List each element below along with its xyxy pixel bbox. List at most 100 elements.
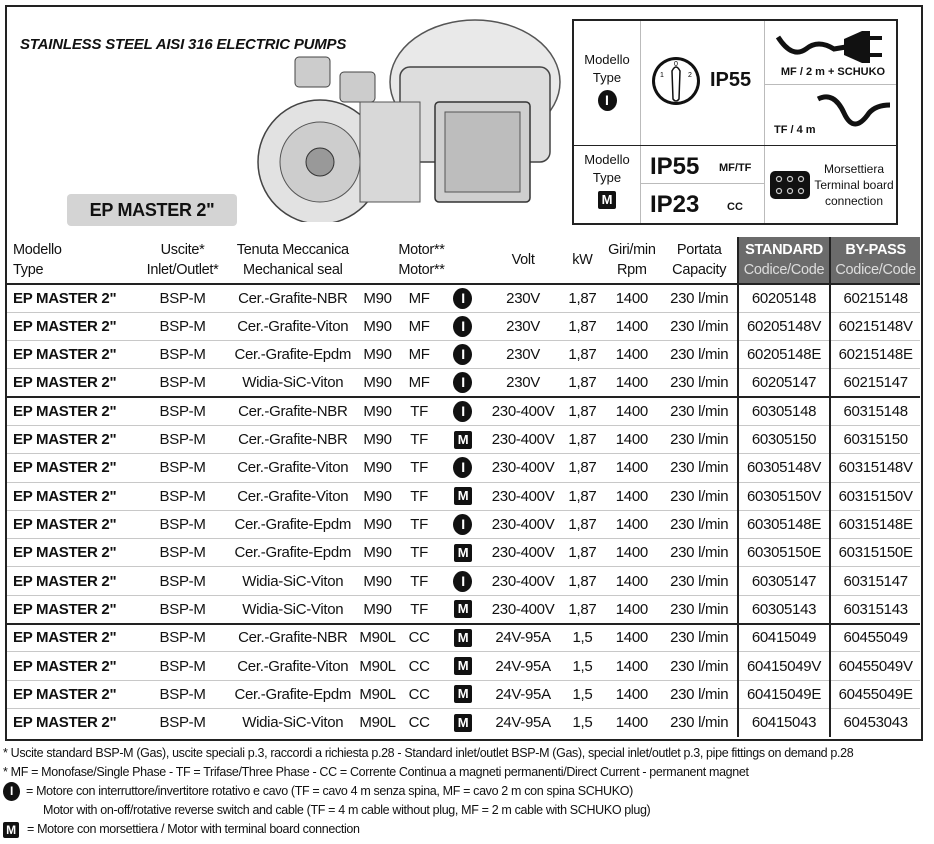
table-cell: 60305147 [736,566,831,596]
header-text: Inlet/Outlet* [146,262,219,278]
table-cell: M90 [359,396,396,426]
motor-type-cell: M [442,481,484,511]
pump-image [257,19,561,222]
header-text: Tenuta Meccanica [236,242,349,258]
table-cell: 1,87 [562,481,603,511]
table-cell: 60305150 [736,424,831,454]
table-cell: 1,87 [562,282,603,313]
table-cell: M90L [359,622,396,652]
product-sheet-frame [5,5,923,741]
column-header: Giri/min Rpm [602,237,661,284]
table-cell: TF [395,509,443,539]
switch-badge-icon: I [453,401,473,423]
table-cell: 1400 [602,538,662,567]
terminal-label-2: Terminal board [814,178,894,192]
table-cell: BSP-M [138,651,227,681]
terminal-board-icon [770,171,810,199]
table-cell: 1,87 [562,594,603,624]
table-cell: Cer.-Grafite-Epdm [226,538,360,567]
table-row: EP MASTER 2" BSP-M Widia-SiC-Viton M90L CC M 2… [7,707,920,737]
switch-badge-icon: I [453,457,473,479]
motor-type-cell: I [442,396,484,426]
table-row: EP MASTER 2" BSP-M Cer.-Grafite-Epdm M90 TF I… [7,509,920,539]
table-cell: M90 [359,594,396,624]
table-row: EP MASTER 2" BSP-M Cer.-Grafite-NBR M90 TF M 2… [7,424,920,454]
table-cell: MF [395,311,443,341]
table-cell: EP MASTER 2" [7,340,139,369]
table-cell: 60305148 [736,396,831,426]
table-cell: 230 l/min [661,424,738,454]
header-text: Capacity [672,262,727,278]
table-cell: 1400 [602,311,662,341]
table-cell: 24V-95A [483,622,563,652]
table-cell: 1,87 [562,396,603,426]
table-cell: 230 l/min [661,509,738,539]
table-row: EP MASTER 2" BSP-M Cer.-Grafite-NBR M90L CC M… [7,622,920,652]
table-cell: 60453043 [829,707,920,737]
table-cell: EP MASTER 2" [7,566,139,596]
table-cell: 1400 [602,566,662,596]
table-cell: 60415049V [736,651,831,681]
table-cell: Cer.-Grafite-NBR [226,424,360,454]
header-text: Type [13,262,44,278]
table-cell: EP MASTER 2" [7,509,139,539]
table-cell: 230V [483,340,563,369]
table-cell: 60305150E [736,538,831,567]
table-cell: BSP-M [138,622,227,652]
motor-type-cell: M [442,594,484,624]
page-title: STAINLESS STEEL AISI 316 ELECTRIC PUMPS [20,36,347,53]
table-cell: Cer.-Grafite-Epdm [226,340,360,369]
table-cell: 60215148E [829,340,920,369]
switch-badge-icon: I [453,287,473,309]
table-cell: 1,87 [562,453,603,483]
table-cell: M90 [359,566,396,596]
table-cell: Widia-SiC-Viton [226,368,360,398]
table-cell: 60205148E [736,340,831,369]
table-cell: Cer.-Grafite-NBR [226,622,360,652]
table-cell: EP MASTER 2" [7,311,139,341]
table-cell: 1400 [602,594,662,624]
table-cell: 1,87 [562,538,603,567]
table-cell: 230 l/min [661,651,738,681]
table-cell: M90 [359,311,396,341]
table-cell: 230V [483,311,563,341]
rotary-switch-icon: 0 1 2 [652,57,700,105]
table-cell: Cer.-Grafite-NBR [226,396,360,426]
table-cell: 60305148E [736,509,831,539]
header-text: kW [572,252,593,268]
table-cell: CC [395,651,443,681]
table-cell: 230 l/min [661,594,738,624]
table-cell: 1400 [602,453,662,483]
table-cell: 60205148 [736,282,831,313]
table-cell: 1400 [602,509,662,539]
header-text: Modello [13,242,62,258]
legend-type-2: Type [592,170,622,185]
table-row: EP MASTER 2" BSP-M Cer.-Grafite-Epdm M90L CC… [7,679,920,709]
table-cell: 230V [483,282,563,313]
table-cell: 60315148E [829,509,920,539]
switch-label-2: 2 [688,72,692,79]
column-header: BY-PASS Codice/Code [829,237,920,284]
motor-type-cell: I [442,453,484,483]
header-text: BY-PASS [845,242,906,258]
mf-cable-label: MF / 2 m + SCHUKO [780,66,886,78]
switch-label-1: 1 [660,72,664,79]
table-cell: BSP-M [138,509,227,539]
footnote-terminal: = Motore con morsettiera / Motor with te… [27,822,360,836]
table-cell: BSP-M [138,396,227,426]
table-cell: 60315148 [829,396,920,426]
motor-type-cell: I [442,282,484,313]
table-cell: M90L [359,707,396,737]
table-cell: 1400 [602,622,662,652]
column-header: Portata Capacity [662,237,738,284]
switch-badge-icon: I [453,570,473,592]
cc-label: CC [727,201,743,213]
terminal-badge-icon: M [453,487,472,506]
table-cell: 60315150E [829,538,920,567]
table-cell: M90 [359,340,396,369]
table-cell: 230-400V [483,396,563,426]
table-cell: 1400 [602,707,662,737]
table-cell: 60215148 [829,282,920,313]
table-cell: 230-400V [483,424,563,454]
table-cell: 1,87 [562,509,603,539]
